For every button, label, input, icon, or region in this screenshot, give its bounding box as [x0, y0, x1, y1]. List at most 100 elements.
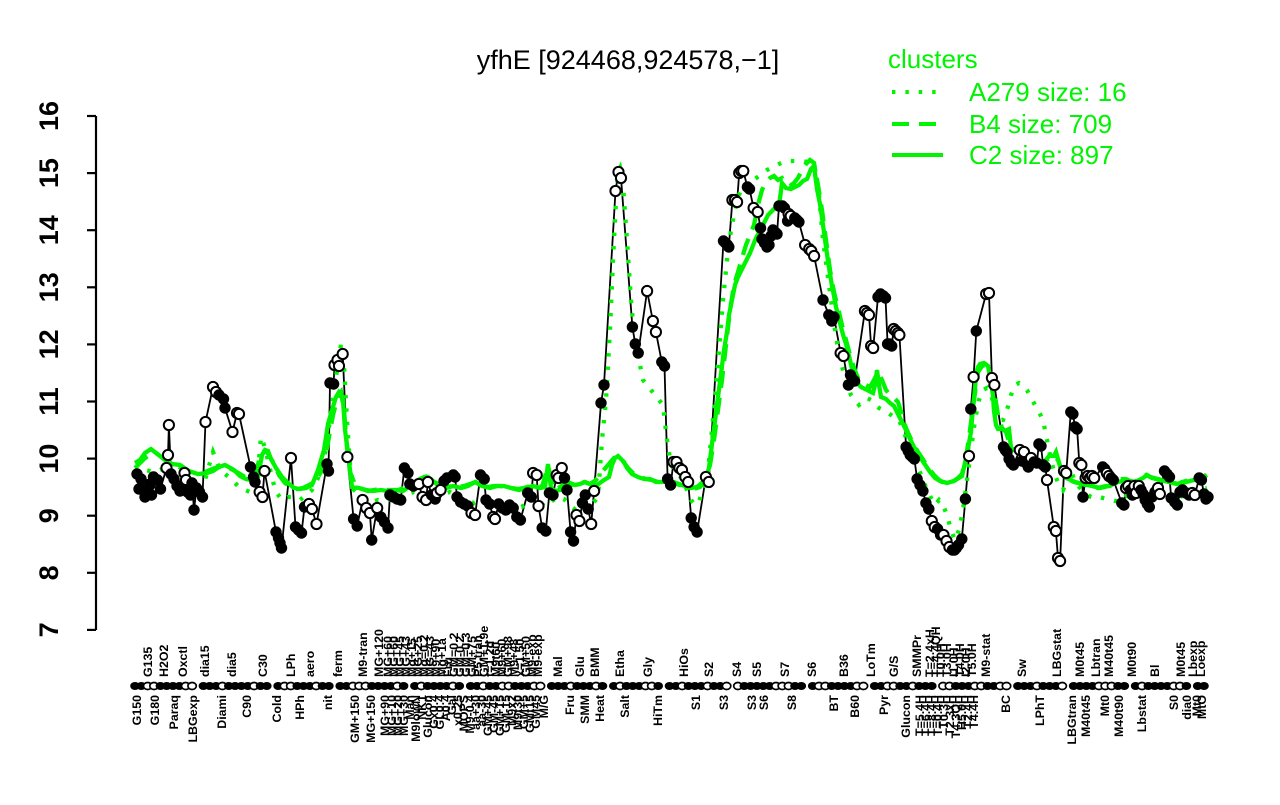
svg-text:GM+45: GM+45: [481, 695, 495, 736]
svg-text:Mg+15: Mg+15: [405, 638, 419, 677]
svg-text:S7: S7: [778, 662, 792, 677]
svg-text:M9x2: M9x2: [505, 695, 519, 726]
svg-text:S3: S3: [717, 695, 731, 710]
svg-text:Gly: Gly: [641, 657, 655, 677]
svg-text:MtO: MtO: [1195, 695, 1209, 719]
svg-text:C2 size: 897: C2 size: 897: [969, 140, 1114, 170]
svg-text:T=6.4H: T=6.4H: [919, 695, 933, 736]
svg-text:M9+60: M9+60: [495, 639, 509, 677]
svg-text:dia0: dia0: [1180, 695, 1194, 720]
svg-text:M9-exp: M9-exp: [525, 634, 539, 677]
svg-text:MG+120: MG+120: [372, 629, 386, 677]
svg-text:T=0.4H: T=0.4H: [931, 695, 945, 736]
svg-text:MG=43: MG=43: [423, 636, 437, 677]
svg-text:MG+43: MG+43: [399, 636, 413, 677]
svg-text:12: 12: [34, 329, 64, 359]
svg-text:Oxctl: Oxctl: [176, 646, 190, 677]
svg-text:GM+1.9e: GM+1.9e: [477, 626, 491, 677]
svg-text:A0.4: A0.4: [439, 695, 453, 721]
svg-text:MG+45: MG+45: [393, 636, 407, 677]
svg-text:M0t45: M0t45: [1073, 642, 1087, 677]
svg-text:I1.0H: I1.0H: [947, 647, 961, 677]
svg-text:aero: aero: [303, 650, 317, 677]
svg-text:M9lowN: M9lowN: [409, 695, 423, 742]
svg-text:t=1.2d: t=1.2d: [483, 641, 497, 677]
svg-text:I2.0H: I2.0H: [959, 647, 973, 677]
svg-text:Gx0.4: Gx0.4: [427, 695, 441, 729]
svg-text:Glu: Glu: [573, 656, 587, 677]
svg-text:BC: BC: [999, 695, 1013, 713]
svg-text:clusters: clusters: [888, 44, 978, 74]
svg-text:H2O2: H2O2: [157, 645, 171, 677]
svg-text:13: 13: [34, 272, 64, 302]
svg-text:GM-45: GM-45: [487, 695, 501, 733]
svg-text:M9t60: M9t60: [489, 642, 503, 677]
svg-text:Cold: Cold: [270, 695, 284, 723]
svg-text:C90: C90: [240, 695, 254, 718]
svg-text:T=5.4H: T=5.4H: [913, 695, 927, 736]
svg-text:Man: Man: [403, 695, 417, 720]
svg-text:T=8.4H: T=8.4H: [925, 695, 939, 736]
svg-text:Heat: Heat: [593, 695, 607, 722]
svg-text:16: 16: [34, 101, 64, 131]
svg-text:Etha: Etha: [613, 650, 627, 677]
svg-text:S0: S0: [1167, 695, 1181, 710]
svg-text:S2: S2: [702, 662, 716, 677]
svg-text:10: 10: [34, 444, 64, 474]
svg-text:GM+98: GM+98: [501, 636, 515, 677]
svg-text:G150: G150: [130, 695, 144, 725]
svg-text:GL0.4: GL0.4: [433, 695, 447, 730]
svg-text:MOPS: MOPS: [457, 695, 471, 732]
svg-text:S5: S5: [750, 662, 764, 677]
svg-text:Paraq: Paraq: [167, 695, 181, 729]
svg-text:LPh: LPh: [284, 654, 298, 677]
svg-text:T=2.4xH: T=2.4xH: [923, 629, 937, 677]
svg-text:11: 11: [34, 387, 64, 416]
svg-text:GM+75: GM+75: [465, 636, 479, 677]
svg-text:x=1.50: x=1.50: [513, 639, 527, 677]
svg-text:BMM: BMM: [588, 647, 602, 677]
svg-text:9: 9: [34, 508, 64, 523]
svg-text:GM-0.2: GM-0.2: [453, 636, 467, 677]
svg-text:HiOs: HiOs: [677, 648, 691, 677]
svg-text:GMt15: GMt15: [523, 695, 537, 733]
svg-text:LPhT: LPhT: [1033, 695, 1047, 726]
svg-text:B60: B60: [848, 695, 862, 718]
svg-text:NK1: NK1: [415, 695, 429, 720]
svg-text:nit: nit: [321, 695, 335, 710]
svg-text:Mt0: Mt0: [1098, 695, 1112, 716]
svg-text:7: 7: [34, 622, 64, 637]
svg-text:MG+90: MG+90: [378, 695, 392, 736]
svg-text:T4.3QH: T4.3QH: [949, 695, 963, 738]
svg-text:MG+150: MG+150: [364, 695, 378, 743]
svg-text:Fru: Fru: [563, 695, 577, 715]
svg-text:MG+20: MG+20: [391, 695, 405, 736]
svg-text:C30: C30: [256, 654, 270, 677]
svg-text:B4 size: 709: B4 size: 709: [969, 109, 1112, 139]
svg-text:M/G: M/G: [537, 695, 551, 718]
svg-text:T0.3H: T0.3H: [937, 695, 951, 729]
svg-text:M9t30: M9t30: [511, 695, 525, 730]
svg-text:MG+10: MG+10: [385, 695, 399, 736]
svg-text:LoTm: LoTm: [864, 643, 878, 677]
svg-text:S4: S4: [730, 662, 744, 677]
svg-text:M9-exp: M9-exp: [531, 634, 545, 677]
svg-text:T4.4H: T4.4H: [967, 695, 981, 729]
svg-text:Lbstat: Lbstat: [1135, 695, 1149, 732]
svg-text:T0.0H: T0.0H: [934, 643, 948, 677]
svg-text:HiTm: HiTm: [651, 695, 665, 726]
svg-text:T5.0H: T5.0H: [965, 643, 979, 677]
svg-text:Salt: Salt: [618, 695, 632, 718]
svg-text:LBGstat: LBGstat: [1050, 629, 1064, 677]
svg-text:aa-30: aa-30: [475, 695, 489, 727]
svg-text:LBGtran: LBGtran: [1065, 695, 1079, 745]
svg-text:MG+60: MG+60: [381, 636, 395, 677]
svg-text:ferm: ferm: [331, 650, 345, 677]
svg-text:Fru: Fru: [441, 657, 455, 677]
svg-text:MG+30: MG+30: [397, 695, 411, 736]
svg-text:M40t45: M40t45: [1079, 695, 1093, 737]
svg-text:Diami: Diami: [215, 695, 229, 729]
svg-text:14: 14: [34, 215, 64, 245]
svg-text:M0t90: M0t90: [1125, 642, 1139, 677]
svg-text:M9-tran: M9-tran: [356, 632, 370, 677]
